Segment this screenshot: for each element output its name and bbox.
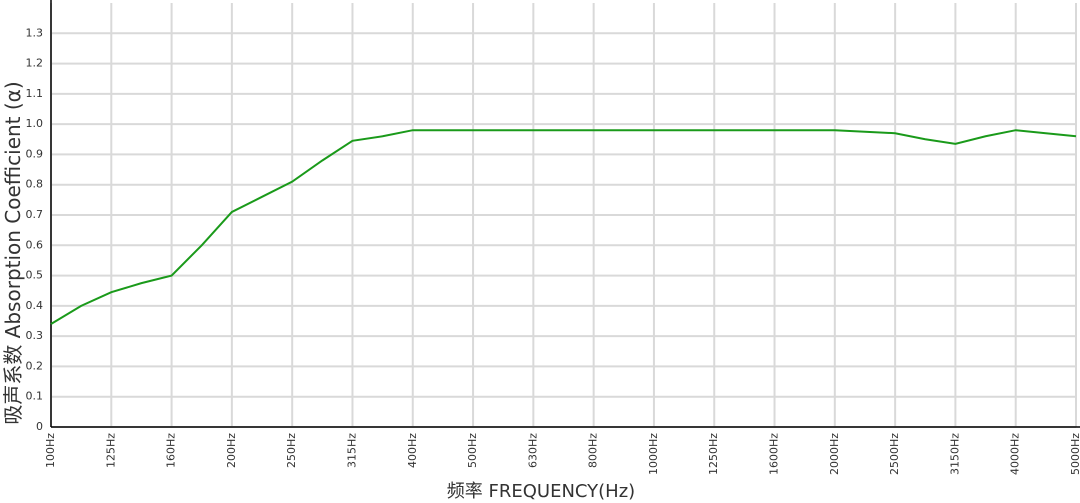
y-tick-label: 0.3 <box>26 329 44 342</box>
x-tick-label: 3150Hz <box>948 433 961 475</box>
x-tick-label: 4000Hz <box>1009 433 1022 475</box>
x-tick-label: 125Hz <box>104 433 117 468</box>
x-tick-label: 2500Hz <box>888 433 901 475</box>
x-tick-label: 1250Hz <box>707 433 720 475</box>
y-tick-label: 0.2 <box>26 359 44 372</box>
y-tick-label: 1.1 <box>26 87 44 100</box>
y-tick-label: 0.9 <box>26 147 44 160</box>
y-tick-label: 0 <box>36 420 43 433</box>
x-tick-label: 500Hz <box>466 433 479 468</box>
y-tick-label: 0.1 <box>26 390 44 403</box>
y-tick-label: 0.6 <box>26 238 44 251</box>
x-tick-label: 250Hz <box>285 433 298 468</box>
x-tick-label: 100Hz <box>44 433 57 468</box>
y-tick-label: 0.5 <box>26 269 44 282</box>
x-tick-label: 630Hz <box>526 433 539 468</box>
x-tick-label: 2000Hz <box>828 433 841 475</box>
data-line <box>50 129 1077 325</box>
x-tick-label: 1600Hz <box>768 433 781 475</box>
x-axis-title: 频率 FREQUENCY(Hz) <box>447 481 635 502</box>
y-tick-label: 1.3 <box>26 26 44 39</box>
y-axis-title: 吸声系数 Absorption Coefficient (α) <box>1 81 25 424</box>
x-tick-label: 800Hz <box>587 433 600 468</box>
x-tick-label: 315Hz <box>345 433 358 468</box>
x-tick-label: 5000Hz <box>1069 433 1080 475</box>
y-tick-label: 0.4 <box>26 299 44 312</box>
y-tick-label: 0.8 <box>26 178 44 191</box>
y-tick-label: 1.2 <box>26 57 44 70</box>
x-tick-label: 1000Hz <box>647 433 660 475</box>
x-tick-label: 200Hz <box>225 433 238 468</box>
y-tick-label: 0.7 <box>26 208 44 221</box>
y-tick-label: 1.0 <box>26 117 44 130</box>
x-tick-label: 400Hz <box>406 433 419 468</box>
x-tick-label: 160Hz <box>165 433 178 468</box>
